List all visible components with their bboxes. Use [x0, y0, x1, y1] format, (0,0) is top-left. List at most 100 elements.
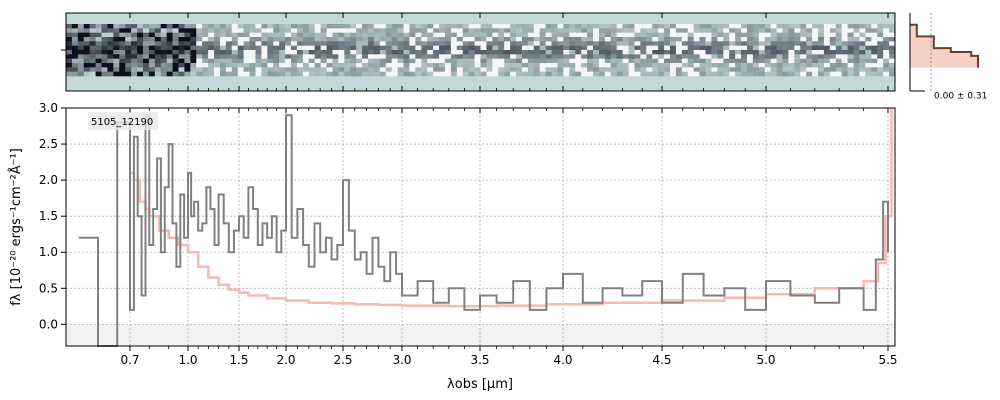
heatmap-cell [249, 37, 256, 42]
heatmap-cell [616, 63, 624, 68]
heatmap-cell [107, 71, 114, 77]
heatmap-cell [640, 71, 647, 77]
heatmap-cell [853, 32, 860, 38]
heatmap-cell [533, 67, 541, 72]
heatmap-cell [545, 71, 552, 77]
heatmap-cell [338, 58, 345, 64]
heatmap-cell [616, 54, 624, 59]
heatmap-cell [575, 54, 582, 59]
heatmap-cell [433, 54, 440, 59]
heatmap-cell [474, 58, 481, 64]
heatmap-cell [148, 71, 156, 77]
heatmap-cell [818, 41, 825, 46]
heatmap-cell [89, 24, 97, 29]
heatmap-cell [492, 37, 499, 42]
heatmap-cell [569, 41, 576, 46]
heatmap-cell [350, 45, 357, 51]
heatmap-cell [604, 45, 612, 51]
heatmap-cell [835, 32, 843, 38]
y-tick-label: 0.5 [39, 281, 58, 295]
heatmap-cell [622, 24, 629, 29]
heatmap-cell [516, 67, 523, 72]
heatmap-cell [154, 32, 162, 38]
heatmap-cell [681, 45, 689, 51]
heatmap-cell [480, 67, 487, 72]
heatmap-cell [326, 58, 333, 64]
heatmap-cell [752, 67, 760, 72]
heatmap-cell [196, 32, 203, 38]
heatmap-cell [326, 24, 333, 29]
heatmap-cell [486, 71, 493, 77]
heatmap-cell [865, 58, 872, 64]
heatmap-cell [148, 41, 156, 46]
heatmap-cell [794, 37, 801, 42]
heatmap-cell [208, 58, 215, 64]
heatmap-cell [551, 54, 558, 59]
y-tick-label: 3.0 [39, 101, 58, 115]
heatmap-cell [184, 67, 191, 72]
heatmap-cell [622, 63, 629, 68]
heatmap-cell [474, 63, 481, 68]
heatmap-cell [711, 71, 718, 77]
heatmap-cell [184, 54, 191, 59]
heatmap-cell [593, 37, 600, 42]
heatmap-cell [439, 58, 446, 64]
heatmap-cell [403, 54, 410, 59]
heatmap-cell [788, 28, 795, 33]
heatmap-cell [208, 71, 215, 77]
heatmap-cell [456, 54, 464, 59]
heatmap-cell [332, 58, 339, 64]
heatmap-cell [137, 58, 144, 64]
heatmap-cell [296, 28, 304, 33]
heatmap-cell [835, 24, 843, 29]
heatmap-cell [569, 32, 576, 38]
zero-band [66, 324, 895, 346]
heatmap-cell [664, 28, 671, 33]
heatmap-cell [267, 32, 274, 38]
heatmap-cell [397, 58, 404, 64]
heatmap-cell [89, 45, 97, 51]
heatmap-cell [468, 32, 475, 38]
heatmap-cell [439, 54, 446, 59]
heatmap-cell [587, 71, 594, 77]
heatmap-cell [486, 37, 493, 42]
heatmap-cell [829, 58, 837, 64]
heatmap-cell [237, 41, 245, 46]
heatmap-cell [172, 54, 179, 59]
heatmap-cell [450, 67, 458, 72]
heatmap-cell [113, 37, 120, 42]
heatmap-cell [877, 58, 884, 64]
heatmap-cell [746, 63, 754, 68]
heatmap-cell [581, 24, 588, 29]
heatmap-cell [450, 71, 458, 77]
heatmap-cell [889, 45, 896, 51]
heatmap-cell [137, 37, 144, 42]
heatmap-cell [877, 63, 884, 68]
heatmap-cell [225, 71, 233, 77]
heatmap-cell [83, 63, 91, 68]
heatmap-cell [362, 58, 369, 64]
heatmap-cell [746, 45, 754, 51]
heatmap-cell [871, 32, 878, 38]
heatmap-cell [421, 63, 428, 68]
heatmap-cell [782, 32, 789, 38]
heatmap-cell [237, 54, 245, 59]
heatmap-cell [557, 50, 564, 55]
heatmap-cell [296, 37, 304, 42]
heatmap-cell [782, 71, 789, 77]
heatmap-cell [480, 63, 487, 68]
heatmap-cell [178, 37, 185, 42]
heatmap-cell [788, 71, 795, 77]
heatmap-cell [527, 71, 535, 77]
heatmap-cell [492, 58, 499, 64]
heatmap-cell [557, 45, 564, 51]
heatmap-cell [468, 28, 475, 33]
heatmap-cell [646, 28, 653, 33]
heatmap-cell [148, 58, 156, 64]
heatmap-cell [527, 37, 535, 42]
heatmap-cell [681, 58, 689, 64]
heatmap-cell [95, 32, 102, 38]
heatmap-cell [219, 50, 227, 55]
heatmap-cell [279, 67, 286, 72]
